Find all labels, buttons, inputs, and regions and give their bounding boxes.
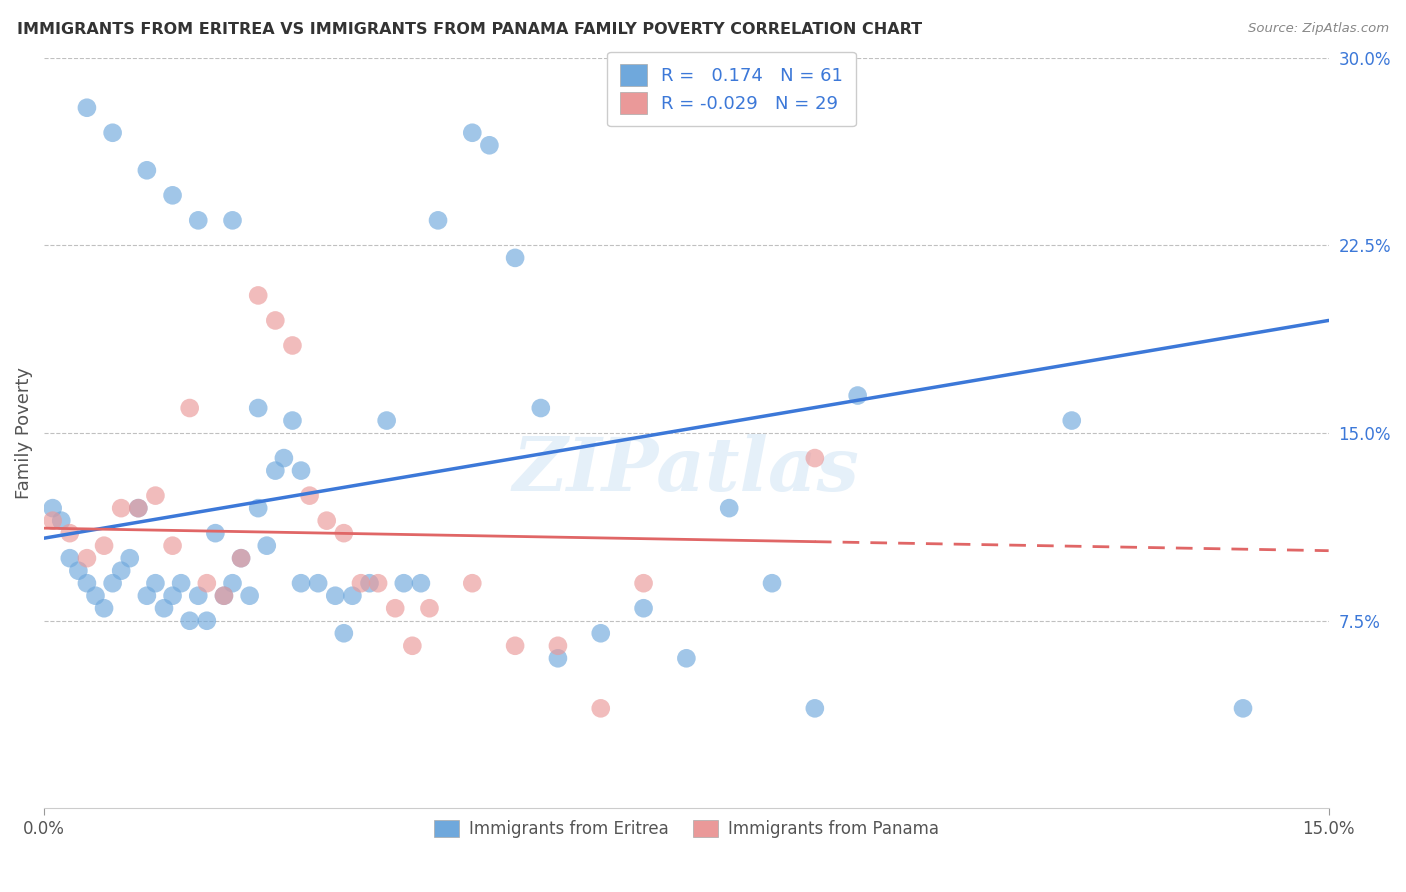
Point [187,589,209,603]
Point [145,489,167,503]
Point [503,251,526,265]
Point [804,451,827,466]
Point [264,313,287,327]
Point [367,576,389,591]
Point [478,138,501,153]
Point [350,576,373,591]
Point [804,701,827,715]
Point [589,626,612,640]
Point [59,526,82,541]
Point [1060,413,1083,427]
Point [195,576,218,591]
Point [162,539,184,553]
Point [1232,701,1254,715]
Point [461,576,484,591]
Point [384,601,406,615]
Point [221,213,243,227]
Point [204,526,226,541]
Point [93,601,115,615]
Legend: Immigrants from Eritrea, Immigrants from Panama: Immigrants from Eritrea, Immigrants from… [427,814,946,845]
Point [76,576,98,591]
Point [93,539,115,553]
Point [247,501,270,516]
Point [530,401,553,415]
Point [290,576,312,591]
Point [633,601,655,615]
Point [221,576,243,591]
Point [256,539,278,553]
Point [59,551,82,566]
Point [247,401,270,415]
Point [298,489,321,503]
Point [229,551,252,566]
Point [547,651,569,665]
Point [153,601,176,615]
Point [145,576,167,591]
Point [409,576,432,591]
Point [427,213,450,227]
Point [375,413,398,427]
Point [127,501,149,516]
Point [281,413,304,427]
Point [315,514,337,528]
Point [418,601,440,615]
Point [846,388,869,402]
Point [67,564,90,578]
Point [127,501,149,516]
Point [76,101,98,115]
Point [101,126,124,140]
Point [323,589,346,603]
Point [179,614,201,628]
Point [212,589,235,603]
Point [264,464,287,478]
Point [273,451,295,466]
Point [633,576,655,591]
Point [342,589,364,603]
Point [179,401,201,415]
Point [195,614,218,628]
Point [76,551,98,566]
Text: Source: ZipAtlas.com: Source: ZipAtlas.com [1249,22,1389,36]
Point [589,701,612,715]
Point [187,213,209,227]
Point [333,526,356,541]
Point [84,589,107,603]
Point [333,626,356,640]
Point [135,589,157,603]
Point [135,163,157,178]
Point [118,551,141,566]
Point [229,551,252,566]
Point [51,514,73,528]
Point [110,501,132,516]
Point [101,576,124,591]
Point [359,576,381,591]
Point [761,576,783,591]
Point [41,514,63,528]
Point [547,639,569,653]
Point [162,589,184,603]
Point [247,288,270,302]
Point [675,651,697,665]
Point [718,501,741,516]
Point [307,576,329,591]
Point [212,589,235,603]
Point [461,126,484,140]
Point [281,338,304,352]
Y-axis label: Family Poverty: Family Poverty [15,368,32,499]
Point [162,188,184,202]
Text: ZIPatlas: ZIPatlas [513,434,860,507]
Point [239,589,262,603]
Point [290,464,312,478]
Text: IMMIGRANTS FROM ERITREA VS IMMIGRANTS FROM PANAMA FAMILY POVERTY CORRELATION CHA: IMMIGRANTS FROM ERITREA VS IMMIGRANTS FR… [17,22,922,37]
Point [392,576,415,591]
Point [41,501,63,516]
Point [503,639,526,653]
Point [170,576,193,591]
Point [401,639,423,653]
Point [110,564,132,578]
